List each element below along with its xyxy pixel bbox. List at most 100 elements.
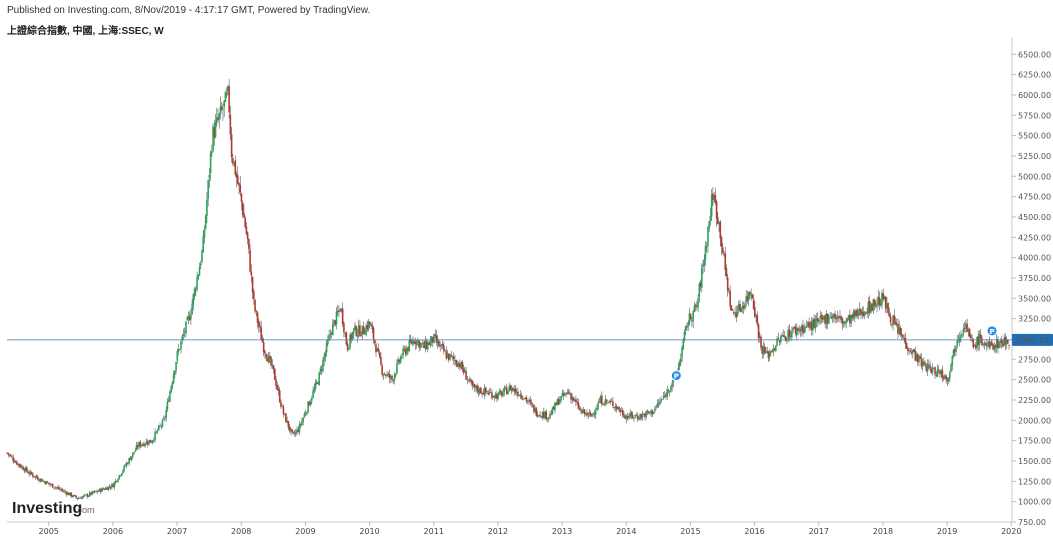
candle-body bbox=[241, 202, 244, 215]
candle-body bbox=[293, 433, 296, 435]
candle-body bbox=[646, 411, 649, 413]
y-tick-label: 6500.00 bbox=[1018, 50, 1051, 59]
candle-body bbox=[83, 494, 86, 496]
candle-body bbox=[965, 323, 967, 328]
candle-body bbox=[932, 367, 935, 369]
candle-body bbox=[333, 319, 335, 324]
candle-body bbox=[156, 430, 159, 432]
candle-body bbox=[433, 334, 435, 343]
candle-body bbox=[71, 496, 74, 497]
candle-body bbox=[350, 334, 353, 340]
candle-body bbox=[107, 486, 109, 491]
candle-body bbox=[771, 351, 773, 353]
candle-body bbox=[409, 339, 412, 342]
y-tick-label: 5750.00 bbox=[1018, 111, 1051, 120]
candle-body bbox=[804, 327, 807, 328]
marker-badge[interactable] bbox=[670, 370, 682, 382]
candle-body bbox=[357, 325, 360, 334]
marker-label: P bbox=[989, 328, 994, 336]
candle-body bbox=[481, 393, 483, 394]
candle-body bbox=[986, 343, 988, 347]
candle-body bbox=[497, 393, 499, 399]
candle-body bbox=[313, 388, 316, 392]
candle-body bbox=[134, 450, 137, 452]
candle-body bbox=[947, 377, 950, 381]
candle-body bbox=[797, 327, 799, 331]
candle-body bbox=[881, 293, 883, 305]
candle-body bbox=[159, 425, 161, 427]
candle-body bbox=[919, 356, 922, 359]
candle-body bbox=[424, 340, 427, 350]
candle-body bbox=[825, 313, 828, 324]
y-tick-label: 3250.00 bbox=[1018, 315, 1051, 324]
candle-body bbox=[443, 345, 445, 352]
y-tick-label: 750.00 bbox=[1018, 518, 1046, 527]
candle-body bbox=[174, 370, 176, 376]
candle-body bbox=[599, 396, 602, 403]
candle-body bbox=[998, 343, 1000, 348]
candle-body bbox=[663, 395, 666, 397]
candle-body bbox=[193, 288, 196, 296]
candle-body bbox=[641, 414, 644, 418]
candle-body bbox=[571, 397, 574, 400]
candle-body bbox=[515, 392, 518, 394]
candle-body bbox=[678, 361, 681, 367]
candle-body bbox=[860, 309, 862, 315]
marker-badge[interactable] bbox=[986, 325, 998, 337]
candle-body bbox=[90, 492, 92, 495]
candle-body bbox=[687, 322, 690, 327]
candle-body bbox=[230, 134, 233, 157]
candle-body bbox=[117, 479, 119, 482]
candle-body bbox=[1007, 340, 1009, 344]
candle-body bbox=[101, 488, 103, 492]
candle-body bbox=[841, 318, 844, 325]
candle-body bbox=[620, 410, 623, 412]
candle-body bbox=[434, 334, 437, 336]
candle-body bbox=[356, 334, 359, 337]
candle-body bbox=[949, 372, 951, 379]
candle-body bbox=[315, 381, 318, 383]
candle-body bbox=[834, 313, 836, 319]
candle-body bbox=[696, 306, 698, 308]
candle-body bbox=[562, 393, 565, 396]
candle-body bbox=[993, 345, 996, 351]
candle-body bbox=[92, 491, 95, 493]
candle-body bbox=[594, 411, 597, 415]
candle-body bbox=[650, 410, 652, 414]
candle-body bbox=[392, 380, 395, 381]
candle-body bbox=[699, 282, 702, 287]
candle-body bbox=[475, 385, 477, 389]
candle-body bbox=[292, 431, 295, 433]
candle-body bbox=[823, 315, 825, 320]
candle-body bbox=[874, 306, 877, 308]
logo-word: Investing bbox=[12, 500, 82, 517]
candle-body bbox=[277, 389, 280, 391]
candle-body bbox=[799, 329, 802, 331]
candle-body bbox=[294, 431, 297, 435]
candle-body bbox=[188, 316, 191, 321]
x-axis-ticks: 2005 2006 2007 2008 2009 2010 2011 2012 2013 2014… bbox=[39, 522, 1021, 536]
candle-body bbox=[538, 414, 540, 417]
candle-body bbox=[762, 346, 765, 354]
candle-body bbox=[941, 370, 944, 378]
candle-body bbox=[385, 374, 387, 377]
candle-body bbox=[865, 312, 867, 314]
candle-body bbox=[824, 315, 826, 325]
candle-body bbox=[852, 311, 855, 319]
candle-body bbox=[269, 356, 271, 359]
candle-body bbox=[186, 317, 188, 321]
candle-body bbox=[547, 417, 550, 419]
candle-body bbox=[17, 463, 19, 465]
candle-body bbox=[88, 492, 91, 496]
candle-body bbox=[750, 293, 752, 296]
candle-body bbox=[987, 342, 989, 344]
candle-body bbox=[522, 398, 524, 400]
candle-body bbox=[984, 343, 987, 346]
candle-body bbox=[25, 467, 28, 472]
candle-body bbox=[238, 182, 240, 186]
candle-body bbox=[351, 332, 354, 339]
candle-body bbox=[202, 236, 205, 253]
candle-body bbox=[502, 392, 504, 396]
candle-body bbox=[137, 445, 139, 448]
candle-body bbox=[236, 175, 239, 184]
